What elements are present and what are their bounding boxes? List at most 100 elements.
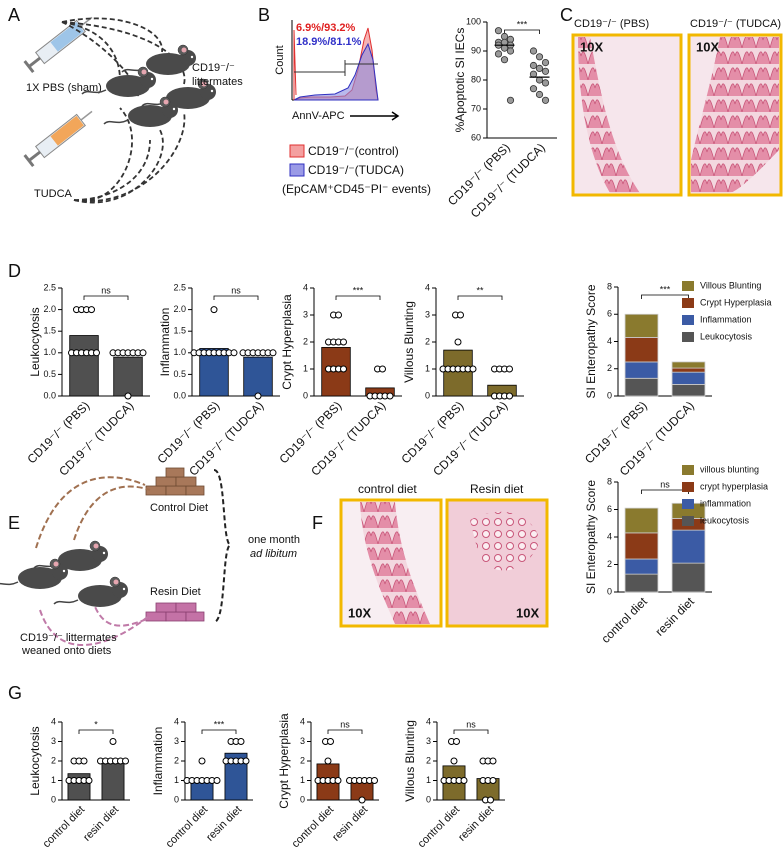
data-point: [500, 56, 509, 64]
x-tick-label: resin diet: [204, 804, 244, 844]
mouse: [103, 96, 179, 128]
bar-segment: [671, 384, 706, 397]
magnification: 10X: [696, 39, 719, 54]
y-tick-label: 60: [471, 132, 481, 142]
significance-label: ns: [340, 719, 350, 729]
panel-label: G: [8, 683, 22, 703]
y-tick-label: 6: [607, 309, 612, 319]
y-tick-label: 8: [607, 281, 612, 291]
y-tick-label: 1: [303, 363, 308, 373]
y-tick-label: 0: [174, 794, 179, 804]
legend-swatch: [682, 298, 694, 308]
arrow: [350, 111, 400, 121]
data-point: [327, 738, 334, 745]
significance-bracket: [504, 29, 540, 34]
y-tick-label: 4: [51, 716, 56, 726]
bar-segment: [624, 377, 659, 397]
y-tick-label: 3: [174, 736, 179, 746]
data-point: [230, 349, 238, 357]
significance-label: ***: [353, 285, 364, 295]
y-tick-label: 0: [607, 586, 612, 596]
data-point: [254, 392, 262, 400]
data-point: [269, 349, 277, 357]
gate-label: 18.9%/81.1%: [296, 36, 362, 48]
legend-swatch: [682, 281, 694, 291]
syringe: [23, 110, 93, 168]
data-point: [529, 85, 538, 93]
data-point: [242, 757, 250, 765]
bar-segment: [671, 361, 706, 369]
legend-swatch: [682, 315, 694, 325]
y-tick-label: 4: [426, 716, 431, 726]
gate-label: 6.9%/93.2%: [296, 22, 356, 34]
magnification: 10X: [580, 39, 603, 54]
y-tick-label: 0: [303, 390, 308, 400]
y-tick-label: 1: [426, 775, 431, 785]
legend-swatch: [682, 332, 694, 342]
y-axis-label: Villous Blunting: [402, 301, 416, 383]
tissue: [691, 37, 779, 193]
data-point: [334, 777, 342, 784]
x-tick-label: resin diet: [81, 804, 121, 844]
syringe-label: TUDCA: [34, 188, 73, 200]
mouse: [53, 576, 129, 608]
legend-swatch: [289, 163, 305, 177]
significance-bracket: [201, 729, 237, 734]
data-point: [335, 311, 342, 319]
y-tick-label: 6: [607, 504, 612, 514]
data-point: [529, 47, 538, 55]
y-tick-label: 0.0: [173, 390, 186, 400]
legend-label: leukocytosis: [700, 515, 750, 525]
tissue: [578, 37, 640, 193]
data-point: [386, 392, 394, 400]
bar: [443, 349, 473, 397]
significance-label: ns: [101, 285, 111, 295]
data-point: [237, 738, 245, 745]
syringe-label: 1X PBS (sham): [26, 82, 102, 94]
x-tick-label: control diet: [164, 804, 211, 851]
data-point: [340, 338, 347, 346]
significance-label: *: [94, 719, 98, 729]
data-point: [379, 365, 386, 373]
significance-bracket: [213, 295, 259, 300]
data-point: [541, 58, 550, 67]
significance-bracket: [83, 295, 129, 300]
data-point: [124, 392, 132, 400]
bar-segment: [624, 558, 659, 575]
y-tick-label: 1.5: [173, 326, 186, 336]
legend-label: Leukocytosis: [700, 331, 753, 341]
significance-bracket: [641, 489, 689, 494]
legend-label: Inflammation: [700, 314, 752, 324]
significance-bracket: [457, 295, 503, 300]
x-tick-label: resin diet: [330, 804, 370, 844]
data-point: [469, 365, 477, 373]
bar-segment: [624, 507, 659, 534]
y-tick-label: 2: [425, 336, 430, 346]
duration: ad libitum: [250, 548, 297, 560]
y-axis-label: Inflammation: [158, 308, 172, 377]
bar: [321, 346, 351, 397]
significance-bracket: [327, 729, 363, 734]
data-point: [460, 777, 468, 784]
y-tick-label: 2.0: [43, 304, 56, 314]
data-point: [487, 796, 494, 804]
bar-segment: [624, 337, 659, 363]
data-point: [506, 392, 513, 400]
y-tick-label: 0: [300, 794, 305, 804]
x-tick-label: CD19⁻/⁻ (TUDCA): [430, 398, 510, 478]
y-tick-label: 0: [425, 390, 430, 400]
data-point: [457, 311, 464, 319]
significance-bracket: [78, 729, 114, 734]
y-tick-label: 4: [300, 716, 305, 726]
x-tick-label: control diet: [416, 804, 463, 851]
x-tick-label: control diet: [598, 594, 650, 646]
resin-diet: [145, 602, 205, 622]
bar-segment: [671, 367, 706, 373]
significance-label: ***: [214, 719, 225, 729]
legend-label: CD19⁻/⁻(control): [308, 144, 399, 158]
y-tick-label: 0: [607, 390, 612, 400]
y-tick-label: 4: [607, 531, 612, 541]
y-axis-label: Crypt Hyperplasia: [280, 294, 294, 390]
data-point: [535, 53, 544, 61]
